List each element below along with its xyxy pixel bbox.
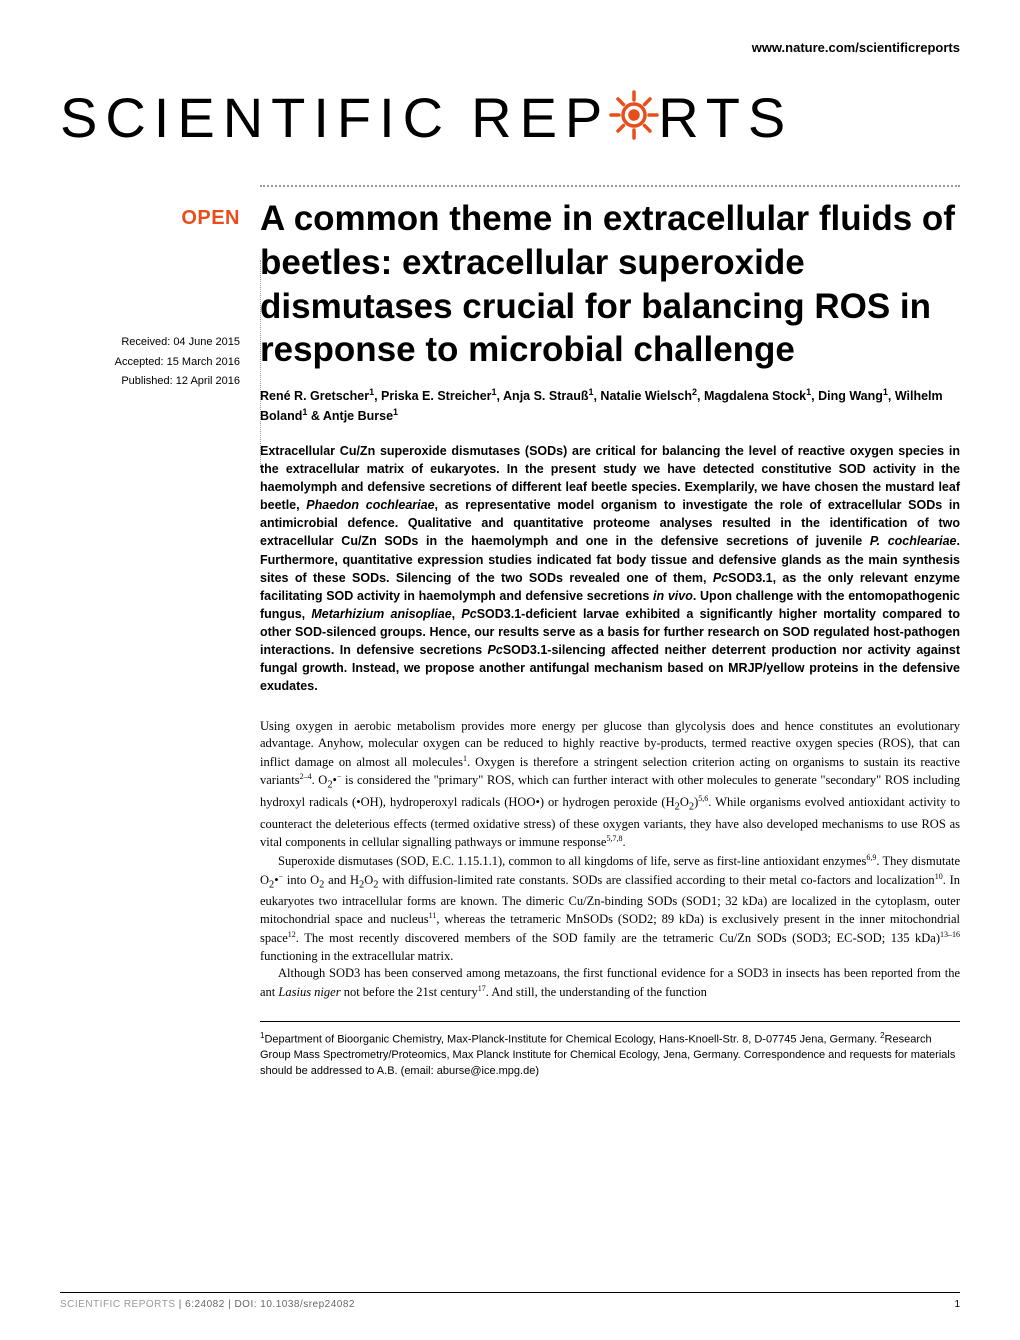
- footer-citation: SCIENTIFIC REPORTS | 6:24082 | DOI: 10.1…: [60, 1299, 355, 1310]
- body-paragraph: Using oxygen in aerobic metabolism provi…: [260, 718, 960, 852]
- body-text: Using oxygen in aerobic metabolism provi…: [260, 718, 960, 1002]
- article-column: A common theme in extracellular fluids o…: [260, 197, 960, 1079]
- body-paragraph: Although SOD3 has been conserved among m…: [260, 965, 960, 1001]
- logo-part3: RTS: [658, 85, 793, 150]
- page-number: 1: [954, 1299, 960, 1310]
- page-footer: SCIENTIFIC REPORTS | 6:24082 | DOI: 10.1…: [60, 1292, 960, 1310]
- vertical-dotted-divider: [260, 260, 261, 470]
- received-date: Received: 04 June 2015: [60, 334, 240, 352]
- gear-icon: [605, 86, 663, 149]
- footer-citation-text: | 6:24082 | DOI: 10.1038/srep24082: [176, 1299, 355, 1310]
- affiliations: 1Department of Bioorganic Chemistry, Max…: [260, 1021, 960, 1079]
- journal-logo: SCIENTIFIC REP RTS: [60, 85, 960, 150]
- abstract: Extracellular Cu/Zn superoxide dismutase…: [260, 442, 960, 696]
- divider-dotted: [260, 185, 960, 187]
- open-access-badge: OPEN: [60, 202, 240, 234]
- accepted-date: Accepted: 15 March 2016: [60, 354, 240, 372]
- main-content-area: OPEN Received: 04 June 2015 Accepted: 15…: [60, 197, 960, 1079]
- header-url: www.nature.com/scientificreports: [60, 40, 960, 55]
- logo-part1: SCIENTIFIC: [60, 85, 451, 150]
- footer-journal-name: SCIENTIFIC REPORTS: [60, 1299, 176, 1310]
- article-title: A common theme in extracellular fluids o…: [260, 197, 960, 372]
- body-paragraph: Superoxide dismutases (SOD, E.C. 1.15.1.…: [260, 852, 960, 965]
- logo-part2: REP: [471, 85, 610, 150]
- author-list: René R. Gretscher1, Priska E. Streicher1…: [260, 386, 960, 426]
- left-sidebar: OPEN Received: 04 June 2015 Accepted: 15…: [60, 197, 240, 1079]
- published-date: Published: 12 April 2016: [60, 373, 240, 391]
